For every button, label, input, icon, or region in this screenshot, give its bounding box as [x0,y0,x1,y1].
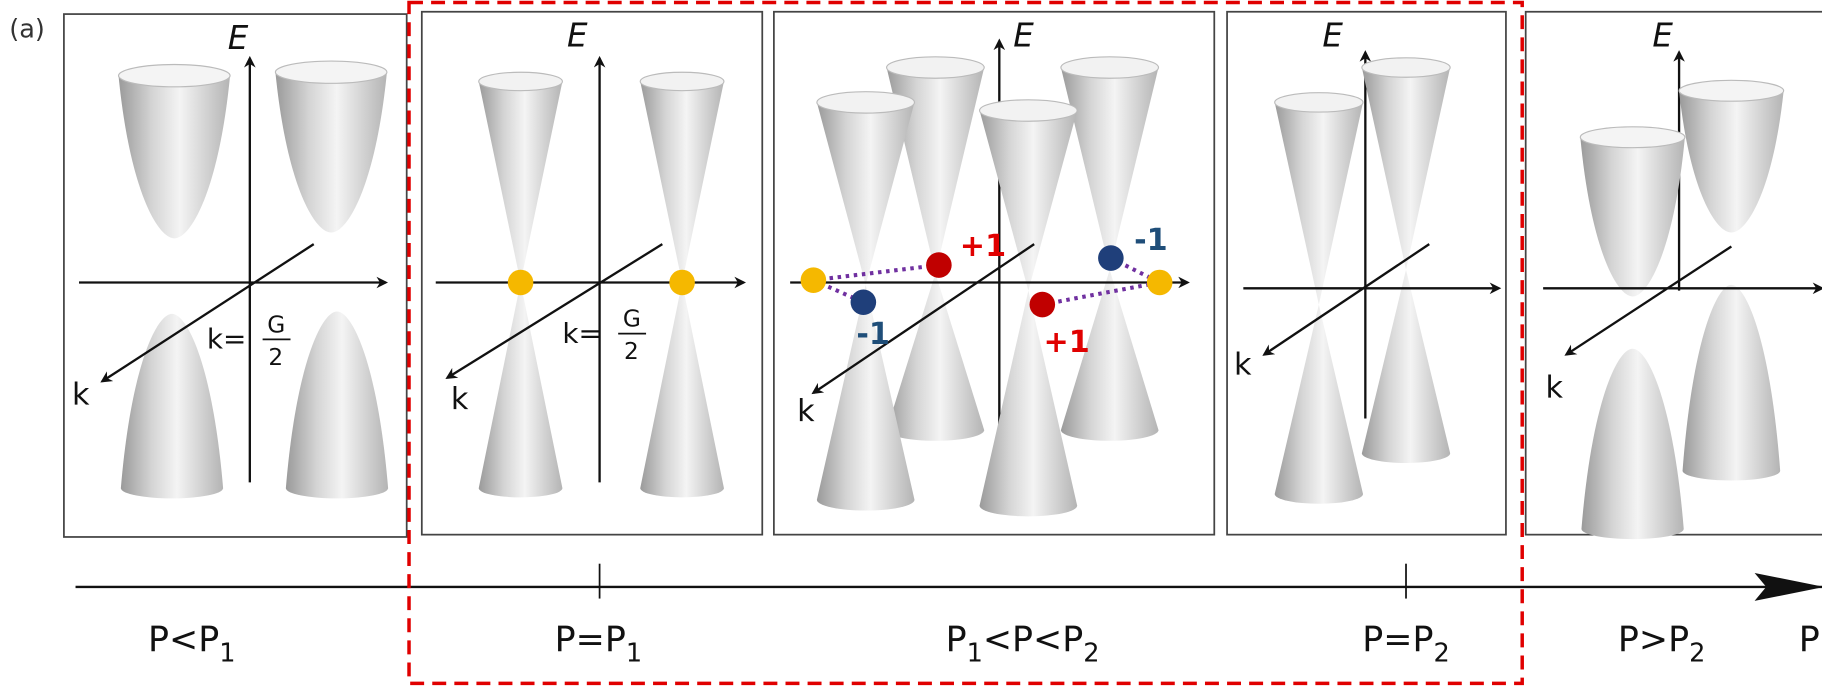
k-point-prefix: k= [562,317,602,350]
weyl-point [851,289,877,315]
k-point-numerator: G [623,306,641,333]
cone-rim [1362,58,1450,77]
momentum-label: k [1234,347,1252,382]
band-rim [119,65,231,87]
region-text: 2 [1083,638,1099,668]
cone-rim [887,57,985,78]
band-rim [1679,80,1784,101]
cone-rim [1275,93,1363,112]
k-point-prefix: k= [207,323,247,356]
weyl-point [926,252,952,278]
chirality-label: +1 [1043,325,1089,360]
energy-label: E [1013,17,1034,55]
region-text: P [946,620,967,660]
region-text: 1 [967,638,983,668]
figure: (a) Ekk=G2Ekk=G2Ek+1-1-1+1EkEkP<P1P=P1P1… [0,0,1822,687]
weyl-point [1098,245,1124,271]
pressure-region: P=P1 [555,620,642,668]
pressure-region: P<P1 [148,620,235,668]
band-rim [1580,127,1685,148]
region-text: P=P [555,620,626,660]
chirality-label: -1 [1134,223,1168,258]
cone-rim [479,72,563,90]
energy-label: E [1322,17,1343,55]
cone-rim [980,100,1078,121]
region-text: 1 [626,638,642,668]
pressure-region: P1<P<P2 [946,620,1100,668]
momentum-label: k [1545,371,1563,406]
chirality-label: -1 [856,317,890,352]
chirality-label: +1 [960,229,1006,264]
pressure-region: P>P2 [1618,620,1705,668]
figure-label: (a) [9,14,45,44]
region-text: P=P [1362,620,1433,660]
region-text: 2 [1689,638,1705,668]
pressure-region: P=P2 [1362,620,1449,668]
energy-label: E [567,17,588,55]
weyl-point [1147,270,1173,296]
dirac-point [508,270,534,296]
weyl-point [801,267,827,293]
momentum-label: k [451,382,469,417]
k-point-denominator: 2 [268,344,283,371]
band-rim [275,61,387,83]
weyl-point [1030,292,1056,318]
k-point-numerator: G [267,311,285,338]
region-text: <P<P [983,620,1083,660]
region-text: 1 [219,638,235,668]
k-point-denominator: 2 [624,338,639,365]
cone-rim [817,92,915,113]
cone-rim [1061,57,1159,78]
momentum-label: k [797,394,815,429]
energy-label: E [1652,17,1673,55]
region-text: P>P [1618,620,1689,660]
region-text: P<P [148,620,219,660]
energy-label: E [228,19,249,57]
momentum-label: k [72,378,90,413]
pressure-label: P [1799,620,1820,660]
dirac-point [669,270,695,296]
cone-rim [640,72,724,90]
region-text: 2 [1433,638,1449,668]
